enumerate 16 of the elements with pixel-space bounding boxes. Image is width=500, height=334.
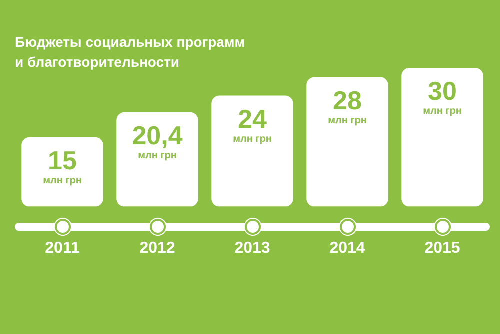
- data-label: 20,4 млн грн: [132, 120, 184, 162]
- bar: [402, 68, 484, 207]
- bar: [22, 137, 104, 207]
- data-label: 28 млн грн: [328, 85, 367, 126]
- bar: [306, 77, 388, 207]
- x-tick-label: 2015: [424, 240, 460, 257]
- chart-title: Бюджеты социальных программ и благотворительности: [15, 33, 246, 72]
- bar: [212, 96, 294, 207]
- x-tick-label: 2011: [45, 240, 80, 257]
- x-tick-label: 2012: [140, 240, 176, 257]
- data-label: 15 млн грн: [43, 145, 82, 186]
- data-label: 24 млн грн: [233, 104, 272, 145]
- data-label: 30 млн грн: [423, 76, 462, 117]
- x-tick-label: 2014: [330, 240, 366, 257]
- x-tick-label: 2013: [234, 240, 270, 257]
- bar: [116, 112, 198, 207]
